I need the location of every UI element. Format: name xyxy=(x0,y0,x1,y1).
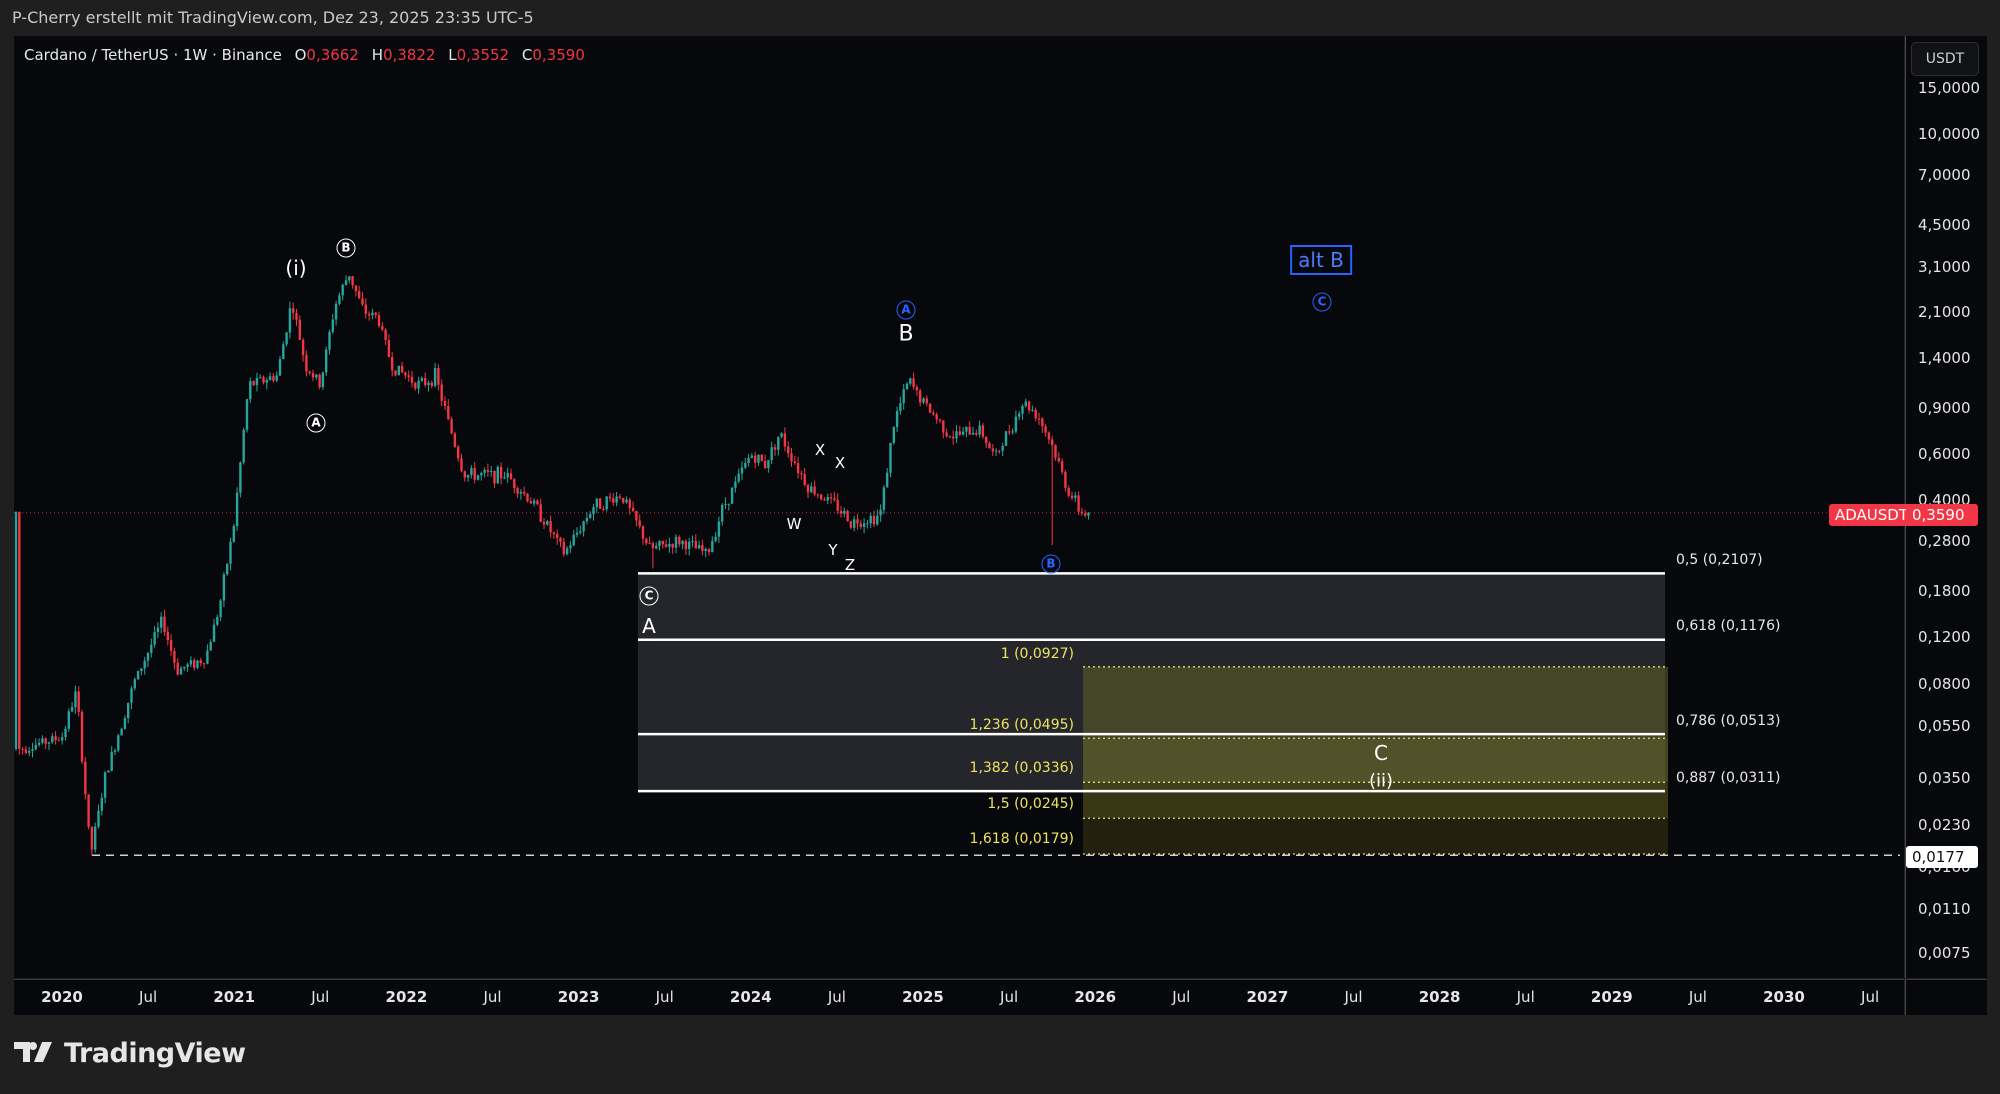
time-tick: 2022 xyxy=(385,988,428,1006)
circle-a-icon: A xyxy=(306,413,326,433)
fib-extension-1-618: 1,618 (0,0179) xyxy=(969,831,1074,847)
time-tick: Jul xyxy=(655,988,674,1006)
wave-label-x1: X xyxy=(814,441,826,459)
high-value: 0,3822 xyxy=(382,46,436,64)
circle-b-blue-icon: B xyxy=(1041,554,1061,574)
open-value: 0,3662 xyxy=(306,46,359,64)
wave-blue-circle-b: B xyxy=(1041,553,1061,574)
symbol-price-tag: ADAUSDT xyxy=(1829,504,1915,526)
tradingview-logo[interactable]: TradingView xyxy=(14,1038,246,1069)
time-tick: 2026 xyxy=(1074,988,1117,1006)
wave-circle-a-low: A xyxy=(306,412,326,433)
price-tick: 0,0800 xyxy=(1918,674,1971,693)
wave-label-z: Z xyxy=(844,556,856,574)
price-tick: 0,0230 xyxy=(1918,816,1971,835)
price-tick: 0,0110 xyxy=(1918,900,1971,919)
time-tick: 2027 xyxy=(1246,988,1289,1006)
price-tick: 15,0000 xyxy=(1918,79,1981,97)
price-tick: 0,0550 xyxy=(1918,717,1971,736)
time-axis[interactable] xyxy=(14,979,1904,1015)
wave-label-ii: (ii) xyxy=(1368,770,1394,792)
time-tick: Jul xyxy=(1688,988,1707,1006)
open-label: O xyxy=(294,46,307,64)
symbol-title: Cardano / TetherUS · 1W · Binance xyxy=(24,46,282,64)
high-label: H xyxy=(371,46,383,64)
time-tick: Jul xyxy=(827,988,846,1006)
time-tick: Jul xyxy=(1516,988,1535,1006)
price-tick: 0,2800 xyxy=(1918,532,1971,551)
fib-retracement-0-618: 0,618 (0,1176) xyxy=(1676,618,1781,634)
wave-label-x2: X xyxy=(834,454,846,472)
price-tick: 0,0350 xyxy=(1918,768,1971,787)
circle-b-icon: B xyxy=(336,238,356,258)
fib-retracement-0-786: 0,786 (0,0513) xyxy=(1676,713,1781,729)
time-tick: 2029 xyxy=(1590,988,1633,1006)
axis-corner xyxy=(1905,979,1987,1015)
wave-label-C: C xyxy=(1374,741,1388,765)
time-tick: Jul xyxy=(139,988,158,1006)
wave-blue-circle-c: C xyxy=(1312,291,1332,312)
time-tick: 2021 xyxy=(213,988,256,1006)
price-tick: 2,1000 xyxy=(1918,302,1971,321)
low-label: L xyxy=(448,46,457,64)
time-tick: 2023 xyxy=(557,988,600,1006)
logo-text: TradingView xyxy=(64,1038,246,1069)
fib-extension-1-382: 1,382 (0,0336) xyxy=(969,760,1074,776)
fib-retracement-0-887: 0,887 (0,0311) xyxy=(1676,770,1781,786)
price-tick: 1,4000 xyxy=(1918,348,1971,367)
wave-label-A: A xyxy=(642,614,656,638)
price-tick: 0,1200 xyxy=(1918,628,1971,647)
last-price-tag: 0,3590 xyxy=(1906,504,1978,526)
circle-c-blue-icon: C xyxy=(1312,292,1332,312)
wave-label-B: B xyxy=(898,321,914,347)
low-price-tag: 0,0177 xyxy=(1906,846,1978,868)
price-tick: 7,0000 xyxy=(1918,165,1971,184)
price-tick: 3,1000 xyxy=(1918,258,1971,277)
fib-extension-1-5: 1,5 (0,0245) xyxy=(987,796,1074,812)
time-tick: Jul xyxy=(1000,988,1019,1006)
time-tick: Jul xyxy=(483,988,502,1006)
chart-pane[interactable] xyxy=(14,36,1904,978)
time-tick: 2020 xyxy=(41,988,83,1006)
fib-retracement-0-5: 0,5 (0,2107) xyxy=(1676,552,1763,568)
wave-label-w: W xyxy=(786,515,802,533)
time-tick: 2025 xyxy=(902,988,944,1006)
symbol-legend[interactable]: Cardano / TetherUS · 1W · Binance O0,366… xyxy=(24,46,585,64)
price-tick: 0,6000 xyxy=(1918,445,1971,464)
close-value: 0,3590 xyxy=(532,46,585,64)
wave-circle-c: C xyxy=(639,585,659,606)
price-tick: 0,9000 xyxy=(1918,399,1971,418)
time-tick: Jul xyxy=(1172,988,1191,1006)
price-tick: 4,5000 xyxy=(1918,216,1971,234)
attribution-text: P-Cherry erstellt mit TradingView.com, D… xyxy=(12,8,534,27)
alt-b-label: alt B xyxy=(1290,245,1352,275)
circle-c-icon: C xyxy=(639,586,659,606)
close-label: C xyxy=(521,46,533,64)
fib-extension-1-236: 1,236 (0,0495) xyxy=(969,717,1074,733)
low-value: 0,3552 xyxy=(456,46,510,64)
price-tick: 10,0000 xyxy=(1918,125,1981,144)
fib-extension-1: 1 (0,0927) xyxy=(1000,646,1074,662)
wave-label-i: (i) xyxy=(285,256,307,280)
time-tick: 2024 xyxy=(729,988,772,1006)
price-tick: 0,1800 xyxy=(1918,582,1971,601)
time-tick: Jul xyxy=(311,988,330,1006)
wave-label-y: Y xyxy=(828,541,838,559)
circle-a-blue-icon: A xyxy=(896,300,916,320)
tradingview-logo-icon xyxy=(14,1040,58,1064)
wave-blue-circle-a: A xyxy=(896,299,916,320)
time-tick: 2028 xyxy=(1418,988,1461,1006)
price-tick: 0,0075 xyxy=(1918,943,1971,962)
time-tick: Jul xyxy=(1861,988,1880,1006)
currency-button[interactable]: USDT xyxy=(1911,42,1979,76)
time-tick: 2030 xyxy=(1763,988,1805,1006)
wave-circle-b-top: B xyxy=(336,237,356,258)
time-tick: Jul xyxy=(1344,988,1363,1006)
